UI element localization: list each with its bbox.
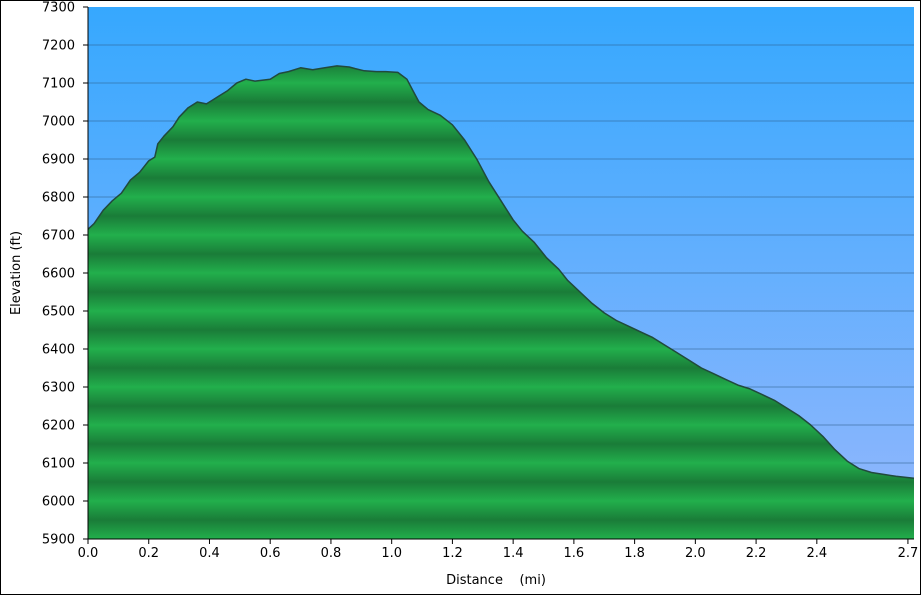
x-tick-label: 2.7 [898, 546, 919, 561]
x-tick-label: 0.2 [138, 546, 159, 561]
x-tick-label: 2.0 [685, 546, 706, 561]
y-tick-label: 6000 [42, 495, 75, 510]
x-tick-label: 0.8 [321, 546, 342, 561]
y-tick-label: 6100 [42, 457, 75, 472]
elevation-area-layer [88, 65, 914, 539]
y-tick-label: 6300 [42, 381, 75, 396]
elevation-area [88, 65, 914, 539]
y-tick-label: 6200 [42, 419, 75, 434]
x-tick-label: 0.6 [260, 546, 281, 561]
y-tick-label: 6500 [42, 305, 75, 320]
x-tick-label: 2.2 [746, 546, 767, 561]
y-tick-label: 5900 [42, 533, 75, 548]
x-tick-label: 0.0 [78, 546, 99, 561]
y-tick-label: 6700 [42, 229, 75, 244]
y-tick-label: 7000 [42, 115, 75, 130]
x-tick-label: 1.0 [381, 546, 402, 561]
y-tick-label: 6800 [42, 191, 75, 206]
x-tick-label: 2.4 [806, 546, 827, 561]
y-tick-label: 7200 [42, 39, 75, 54]
y-tick-label: 6900 [42, 153, 75, 168]
y-tick-label: 7300 [42, 1, 75, 16]
x-tick-label: 1.8 [624, 546, 645, 561]
y-tick-label: 7100 [42, 77, 75, 92]
x-tick-label: 0.4 [199, 546, 220, 561]
x-tick-label: 1.2 [442, 546, 463, 561]
elevation-line [88, 65, 914, 479]
x-tick-label: 1.6 [564, 546, 585, 561]
y-axis-label: Elevation (ft) [9, 231, 24, 315]
x-axis-label: Distance (mi) [446, 573, 546, 588]
x-tick-label: 1.4 [503, 546, 524, 561]
y-tick-label: 6400 [42, 343, 75, 358]
y-tick-label: 6600 [42, 267, 75, 282]
y-axis-ticks: 5900 6000 6100 6200 6300 6400 6500 6600 6700 6800… [42, 1, 88, 548]
x-axis-ticks: 0.0 0.2 0.4 0.6 0.8 1.0 1.2 1.4 1.6 1.8 2.0 2.2 2.4 2… [78, 539, 919, 561]
